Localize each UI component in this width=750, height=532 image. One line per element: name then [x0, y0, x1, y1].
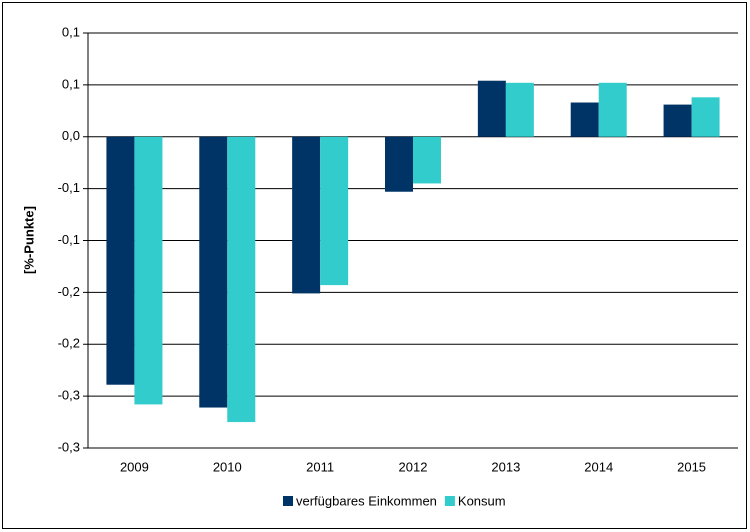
x-tick-label: 2010	[213, 459, 242, 474]
y-tick-label: -0,1	[58, 180, 80, 195]
bar	[663, 104, 692, 137]
y-tick-label: -0,3	[58, 439, 80, 454]
bar	[477, 80, 506, 137]
bar	[106, 136, 135, 385]
legend-swatch	[444, 496, 455, 506]
bar	[320, 136, 349, 286]
y-tick-label: -0,1	[58, 232, 80, 247]
x-tick-label: 2011	[306, 459, 334, 474]
x-tick-label: 2015	[677, 459, 706, 474]
bar	[570, 102, 599, 137]
y-tick-label: 0,1	[62, 76, 80, 91]
x-tick-label: 2009	[120, 459, 149, 474]
bar	[385, 136, 413, 192]
y-tick-label: -0,2	[58, 336, 80, 351]
bar	[134, 136, 163, 405]
bar	[413, 136, 441, 184]
bar	[227, 136, 256, 423]
x-tick-label: 2013	[491, 459, 520, 474]
legend-label: Konsum	[458, 493, 506, 508]
bar	[598, 82, 627, 137]
legend-swatch	[283, 496, 293, 506]
legend-label: verfügbares Einkommen	[296, 493, 437, 508]
x-tick-label: 2012	[399, 459, 428, 474]
bar	[505, 82, 534, 137]
y-tick-label: 0,1	[62, 24, 80, 39]
bar	[199, 136, 228, 408]
x-tick-label: 2014	[584, 459, 613, 474]
bar	[691, 97, 720, 137]
bar	[292, 136, 321, 294]
y-tick-label: -0,2	[58, 284, 80, 299]
y-axis-label: [%-Punkte]	[21, 206, 36, 274]
y-tick-label: 0,0	[62, 128, 80, 143]
y-tick-label: -0,3	[58, 388, 80, 403]
